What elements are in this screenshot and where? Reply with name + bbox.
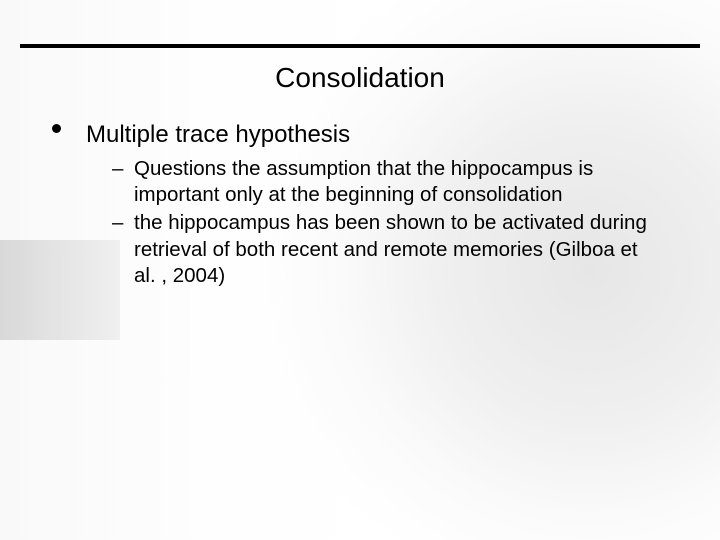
sub-bullet-text: Questions the assumption that the hippoc… bbox=[134, 157, 593, 206]
bullet-dot-icon bbox=[52, 124, 61, 133]
dash-icon: – bbox=[112, 156, 123, 182]
slide-body: Multiple trace hypothesis – Questions th… bbox=[52, 120, 660, 291]
sub-bullet-item: – the hippocampus has been shown to be a… bbox=[112, 210, 660, 289]
bullet-item: Multiple trace hypothesis bbox=[52, 120, 660, 150]
sub-bullet-text: the hippocampus has been shown to be act… bbox=[134, 211, 647, 286]
sub-bullet-list: – Questions the assumption that the hipp… bbox=[52, 156, 660, 289]
slide: Consolidation Multiple trace hypothesis … bbox=[0, 0, 720, 540]
dash-icon: – bbox=[112, 210, 123, 236]
horizontal-rule bbox=[20, 44, 700, 48]
sub-bullet-item: – Questions the assumption that the hipp… bbox=[112, 156, 660, 208]
bullet-text: Multiple trace hypothesis bbox=[86, 121, 350, 148]
slide-title: Consolidation bbox=[0, 62, 720, 94]
